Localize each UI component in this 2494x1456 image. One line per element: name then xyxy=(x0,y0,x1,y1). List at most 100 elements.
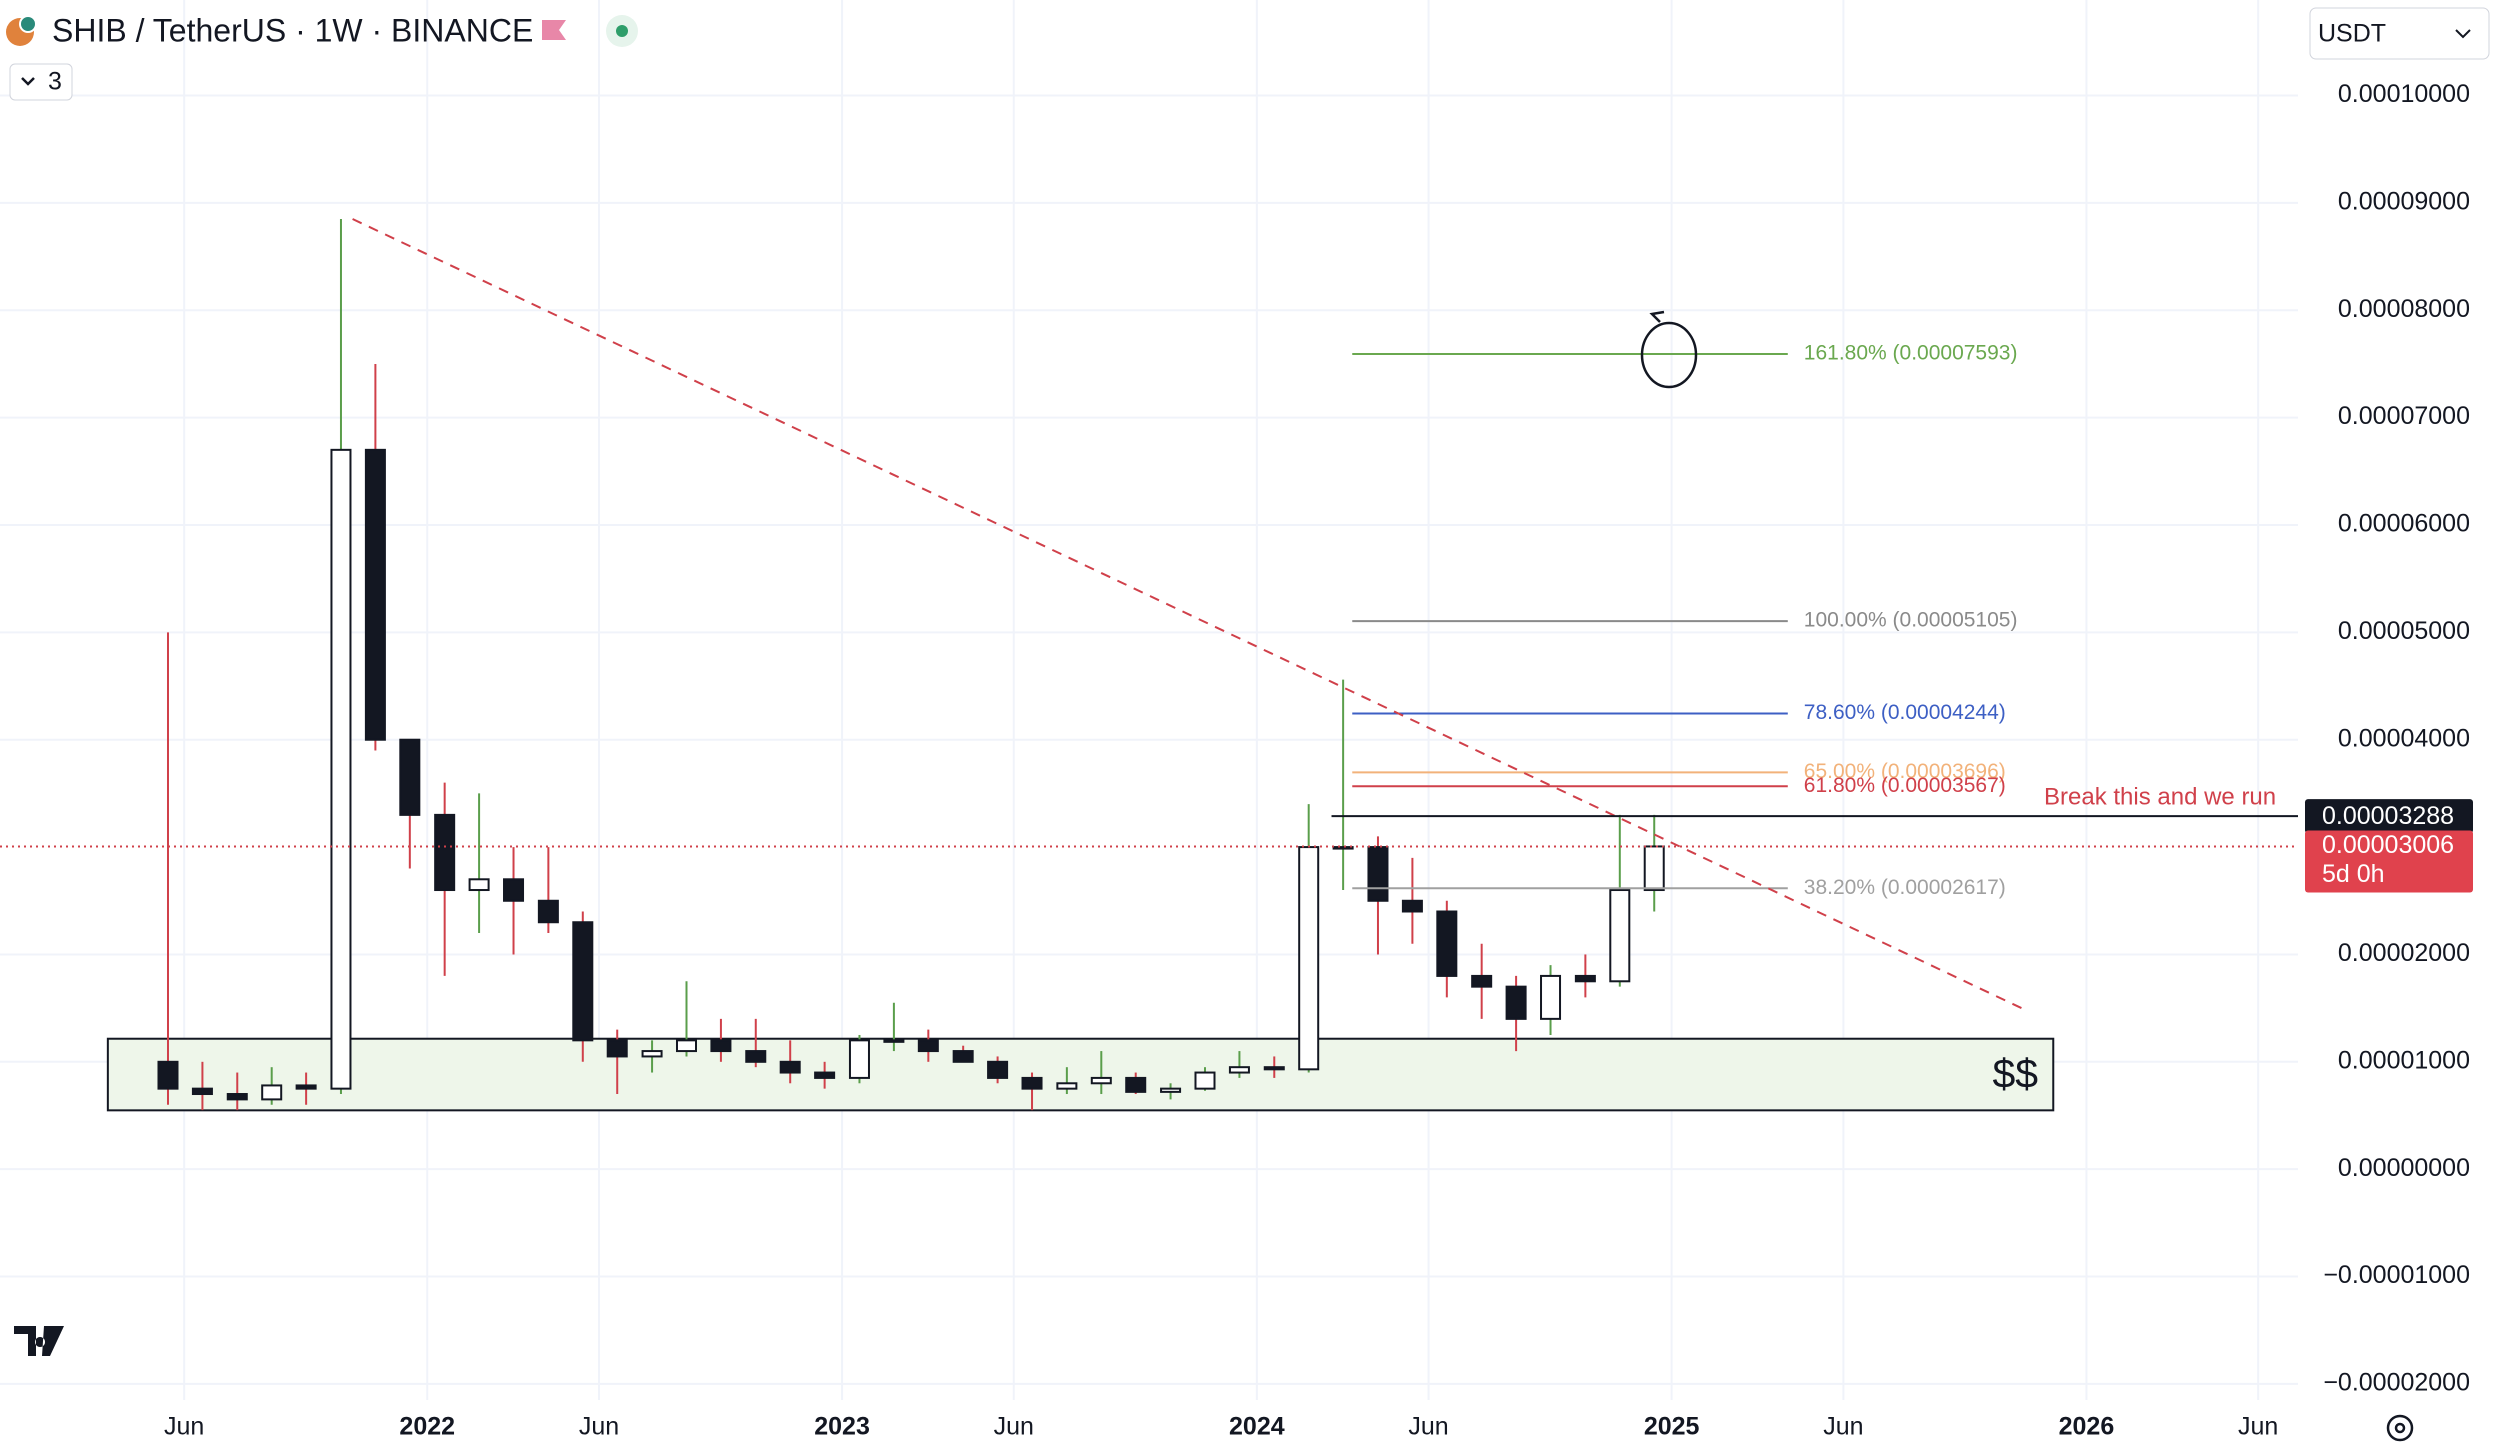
candle-body xyxy=(952,1050,974,1063)
candle-body xyxy=(883,1039,905,1043)
candle-body xyxy=(1471,974,1493,988)
candle-body xyxy=(226,1093,248,1101)
candle-body xyxy=(364,448,386,741)
countdown-label: 5d 0h xyxy=(2322,860,2385,888)
candle-body xyxy=(779,1060,801,1074)
x-tick-label: 2022 xyxy=(399,1413,455,1441)
candle-body xyxy=(1367,846,1389,902)
candle-body xyxy=(295,1084,317,1090)
annotation: Break this and we run xyxy=(2044,783,2276,810)
candle-body xyxy=(503,878,525,902)
settings-icon[interactable] xyxy=(2386,1414,2414,1442)
y-tick-label: 0.00007000 xyxy=(2338,402,2470,430)
x-tick-label: Jun xyxy=(1408,1413,1448,1441)
x-tick-label: 2024 xyxy=(1229,1413,1285,1441)
last-price-box xyxy=(2305,830,2473,893)
candle-body xyxy=(1609,889,1631,983)
candle-body xyxy=(606,1039,628,1058)
candle-body xyxy=(1643,845,1665,892)
indicator-count: 3 xyxy=(48,68,62,96)
y-tick-label: 0.00006000 xyxy=(2338,510,2470,538)
fib-label: 161.80% (0.00007593) xyxy=(1804,342,2018,365)
level-price-label: 0.00003288 xyxy=(2322,802,2454,830)
candle-body xyxy=(261,1084,283,1101)
candle-body xyxy=(1090,1076,1112,1085)
x-tick-label: Jun xyxy=(164,1413,204,1441)
y-tick-label: 0.00008000 xyxy=(2338,295,2470,323)
y-tick-label: 0.00001000 xyxy=(2338,1046,2470,1074)
flag-icon[interactable] xyxy=(542,20,566,40)
candle-body xyxy=(1574,974,1596,983)
candle-body xyxy=(399,738,421,816)
candle-body xyxy=(1505,985,1527,1020)
x-tick-label: 2025 xyxy=(1644,1413,1700,1441)
candle-body xyxy=(537,899,559,924)
x-tick-label: 2026 xyxy=(2059,1413,2115,1441)
currency-label: USDT xyxy=(2318,20,2386,48)
candle-body xyxy=(157,1060,179,1090)
candle-body xyxy=(1194,1071,1216,1090)
candle-body xyxy=(191,1087,213,1096)
candle-body xyxy=(1021,1076,1043,1090)
candle-body xyxy=(1125,1076,1147,1093)
candle-body xyxy=(745,1050,767,1063)
y-tick-label: 0.00004000 xyxy=(2338,724,2470,752)
x-tick-label: 2023 xyxy=(814,1413,870,1441)
zone-label: $$ xyxy=(1992,1050,2038,1096)
y-tick-label: 0.00005000 xyxy=(2338,617,2470,645)
candle-body xyxy=(1228,1066,1250,1074)
candle-body xyxy=(917,1039,939,1053)
candle-body xyxy=(1332,846,1354,850)
status-dot xyxy=(616,25,628,37)
candle-body xyxy=(330,448,352,1090)
candle-body xyxy=(848,1039,870,1079)
candle-body xyxy=(1263,1066,1285,1071)
x-tick-label: Jun xyxy=(579,1413,619,1441)
chart-title: SHIB / TetherUS · 1W · BINANCE xyxy=(52,12,533,48)
symbol-icon-badge xyxy=(19,15,37,33)
candle-body xyxy=(1540,974,1562,1020)
fib-label: 61.80% (0.00003567) xyxy=(1804,774,2006,797)
candle-body xyxy=(675,1039,698,1053)
tradingview-logo[interactable] xyxy=(14,1326,64,1356)
x-tick-label: Jun xyxy=(1823,1413,1863,1441)
chevron-icon xyxy=(21,77,35,86)
candle-body xyxy=(710,1039,732,1053)
fib-label: 65.00% (0.00003696) xyxy=(1804,760,2006,783)
arrow-doodle xyxy=(1649,310,1665,323)
fib-label: 78.60% (0.00004244) xyxy=(1804,701,2006,724)
candle-body xyxy=(1298,846,1320,1071)
y-tick-label: −0.00001000 xyxy=(2323,1261,2470,1289)
candle-body xyxy=(572,921,594,1042)
y-tick-label: −0.00002000 xyxy=(2323,1369,2470,1397)
indicators-toggle[interactable] xyxy=(9,63,73,101)
x-tick-label: Jun xyxy=(994,1413,1034,1441)
level-price-box xyxy=(2305,799,2473,834)
candle-body xyxy=(434,813,456,892)
y-tick-label: 0.00010000 xyxy=(2338,80,2470,108)
dropdown-chevron xyxy=(2455,29,2471,39)
candle-body xyxy=(1401,899,1423,913)
y-tick-label: 0.00002000 xyxy=(2338,939,2470,967)
candle-body xyxy=(814,1071,836,1079)
candle-body xyxy=(468,878,490,892)
x-tick-label: Jun xyxy=(2238,1413,2278,1441)
currency-select[interactable] xyxy=(2309,7,2490,60)
fib-label: 38.20% (0.00002617) xyxy=(1804,876,2006,899)
plot-area: $$ 161.80% (0.00007593) 100.00% (0.0000510… xyxy=(0,0,2298,1400)
y-tick-label: 0.00000000 xyxy=(2338,1154,2470,1182)
y-tick-label: 0.00009000 xyxy=(2338,188,2470,216)
trendline xyxy=(352,218,2029,1013)
circle-doodle xyxy=(1640,321,1698,389)
support-zone xyxy=(106,1037,2055,1112)
candle-body xyxy=(641,1050,663,1058)
settings-icon-center xyxy=(2394,1422,2406,1434)
candle-body xyxy=(1160,1087,1182,1093)
fib-label: 100.00% (0.00005105) xyxy=(1804,609,2018,632)
candle-body xyxy=(987,1060,1009,1079)
candle-body xyxy=(1436,910,1458,977)
candle-body xyxy=(1056,1082,1078,1090)
last-price-label: 0.00003006 xyxy=(2322,831,2454,859)
